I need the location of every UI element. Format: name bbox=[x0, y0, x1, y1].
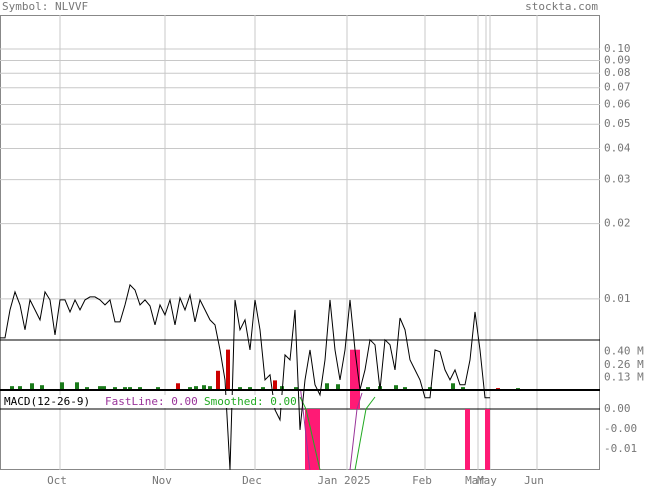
volume-bar bbox=[325, 383, 329, 390]
volume-bar bbox=[294, 387, 298, 390]
legend-smoothed: Smoothed: 0.00 bbox=[204, 395, 297, 408]
y-tick-label: 0.00 bbox=[604, 402, 631, 415]
volume-bar bbox=[85, 387, 89, 390]
volume-bar bbox=[128, 387, 132, 390]
x-tick-label: Jan 2025 bbox=[318, 474, 371, 486]
volume-bar bbox=[428, 387, 432, 390]
x-tick-label: Jun bbox=[524, 474, 544, 486]
x-tick-label: Mar bbox=[465, 474, 485, 486]
volume-bar bbox=[451, 383, 455, 390]
macd-legend-bg bbox=[1, 395, 291, 408]
y-tick-label: 0.40 M bbox=[604, 345, 644, 358]
marks bbox=[0, 283, 600, 470]
y-tick-label: 0.08 bbox=[604, 66, 631, 79]
macd-histogram-bar bbox=[350, 349, 355, 410]
volume-bar bbox=[30, 383, 34, 390]
volume-bar bbox=[75, 382, 79, 390]
x-tick-label: Feb bbox=[412, 474, 432, 486]
plot-frame bbox=[0, 15, 600, 470]
volume-bar bbox=[208, 386, 212, 390]
volume-bar bbox=[98, 386, 102, 390]
volume-bar bbox=[102, 386, 106, 390]
volume-bar bbox=[403, 387, 407, 390]
source: stockta.com bbox=[525, 0, 598, 13]
y-tick-label: 0.03 bbox=[604, 173, 631, 186]
volume-bar bbox=[216, 370, 220, 390]
volume-bar bbox=[273, 380, 277, 390]
volume-bar bbox=[156, 387, 160, 390]
y-tick-label: 0.06 bbox=[604, 97, 631, 110]
volume-bar bbox=[226, 349, 230, 390]
macd-line bbox=[299, 396, 376, 470]
volume-bar bbox=[394, 385, 398, 390]
y-tick-label: 0.09 bbox=[604, 53, 631, 66]
volume-bar bbox=[113, 387, 117, 390]
macd-histogram-bar bbox=[305, 409, 310, 470]
y-tick-label: -0.00 bbox=[604, 422, 637, 435]
volume-bar bbox=[194, 386, 198, 390]
legend-fastline: FastLine: 0.00 bbox=[105, 395, 198, 408]
macd-line bbox=[300, 390, 363, 470]
volume-bar bbox=[366, 387, 370, 390]
volume-bar bbox=[18, 386, 22, 390]
grid bbox=[0, 15, 600, 470]
macd-histogram-bar bbox=[315, 409, 320, 470]
macd-histogram-bar bbox=[355, 349, 360, 410]
volume-bar bbox=[336, 384, 340, 390]
volume-bar bbox=[248, 387, 252, 390]
y-tick-label: 0.05 bbox=[604, 117, 631, 130]
symbol-title: Symbol: NLVVF bbox=[2, 0, 88, 13]
volume-bar bbox=[461, 387, 465, 390]
y-tick-label: 0.26 M bbox=[604, 358, 644, 371]
y-tick-label: 0.04 bbox=[604, 141, 631, 154]
volume-bar bbox=[188, 387, 192, 390]
macd-histogram-bar bbox=[485, 409, 490, 470]
x-tick-label: May bbox=[477, 474, 497, 486]
macd-title: MACD(12-26-9) bbox=[4, 395, 90, 408]
y-tick-label: 0.13 M bbox=[604, 371, 644, 384]
volume-bar bbox=[261, 387, 265, 390]
x-tick-label: Oct bbox=[47, 474, 67, 486]
volume-bar bbox=[176, 383, 180, 390]
y-tick-label: 0.07 bbox=[604, 81, 631, 94]
price-line bbox=[0, 283, 490, 470]
volume-bar bbox=[138, 387, 142, 390]
x-tick-label: Dec bbox=[242, 474, 262, 486]
volume-bar bbox=[202, 385, 206, 390]
volume-bar bbox=[10, 386, 14, 390]
volume-bar bbox=[123, 387, 127, 390]
y-tick-label: -0.01 bbox=[604, 442, 637, 455]
volume-bar bbox=[40, 385, 44, 390]
macd-histogram-bar bbox=[465, 409, 470, 470]
volume-bar bbox=[238, 387, 242, 390]
y-tick-label: 0.01 bbox=[604, 292, 631, 305]
y-tick-label: 0.10 bbox=[604, 42, 631, 55]
x-tick-label: Nov bbox=[152, 474, 172, 486]
y-tick-label: 0.02 bbox=[604, 217, 631, 230]
volume-bar bbox=[60, 382, 64, 390]
